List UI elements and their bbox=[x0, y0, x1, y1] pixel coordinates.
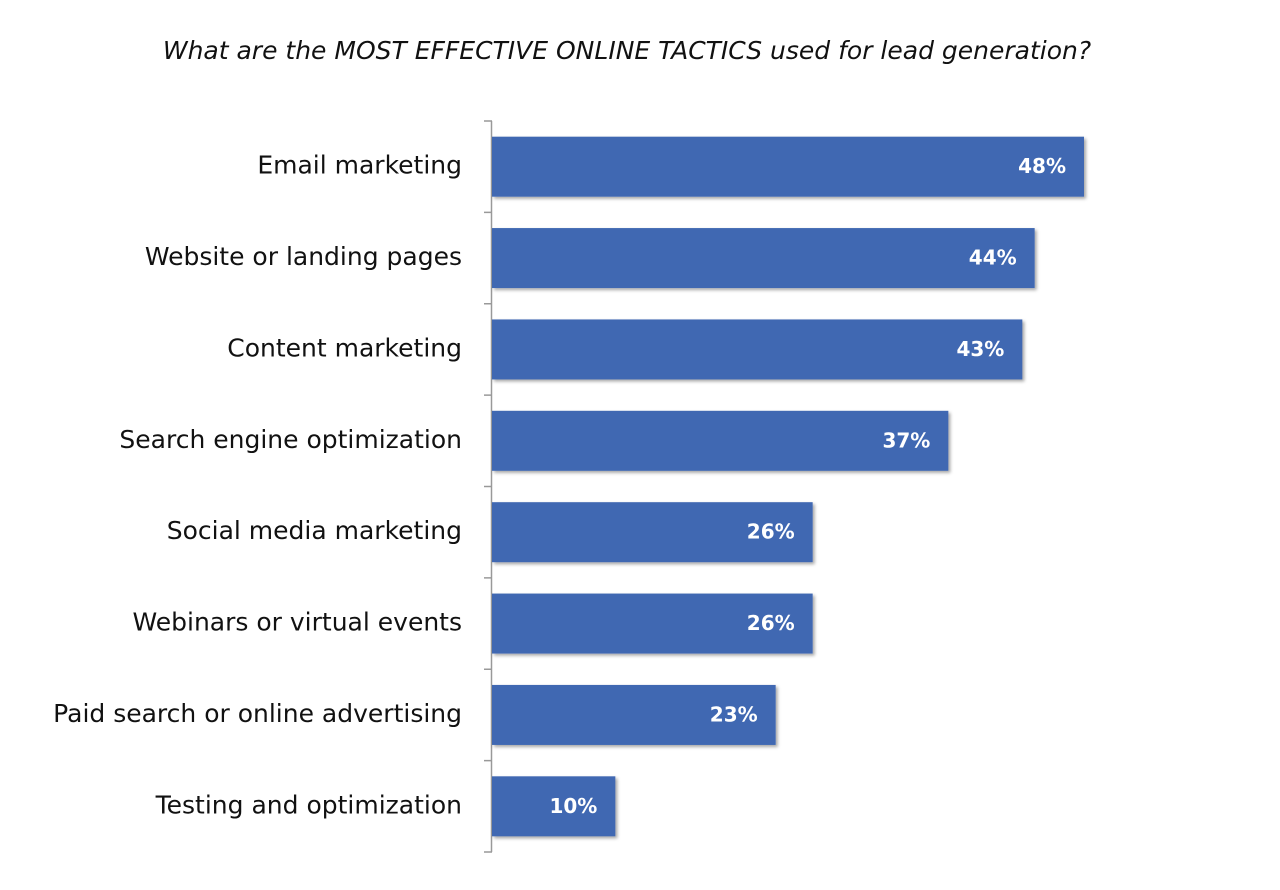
data-label: 26% bbox=[747, 611, 795, 635]
bar bbox=[492, 684, 776, 745]
data-label: 48% bbox=[1018, 154, 1066, 178]
category-label: Webinars or virtual events bbox=[133, 608, 463, 637]
data-label: 37% bbox=[882, 428, 930, 452]
bar bbox=[492, 136, 1084, 197]
bar bbox=[492, 319, 1023, 380]
category-label: Social media marketing bbox=[167, 516, 462, 545]
bar bbox=[492, 593, 813, 654]
bar bbox=[492, 776, 616, 837]
data-label: 23% bbox=[710, 702, 758, 726]
chart-title: What are the MOST EFFECTIVE ONLINE TACTI… bbox=[163, 36, 1091, 65]
category-label: Search engine optimization bbox=[119, 425, 462, 454]
category-label: Content marketing bbox=[227, 333, 462, 362]
category-label: Testing and optimization bbox=[155, 790, 462, 819]
category-label: Email marketing bbox=[257, 151, 462, 180]
bar bbox=[492, 502, 813, 563]
data-label: 10% bbox=[549, 794, 597, 818]
category-label: Paid search or online advertising bbox=[53, 699, 462, 728]
category-label: Website or landing pages bbox=[145, 242, 462, 271]
bar bbox=[492, 228, 1035, 289]
data-label: 26% bbox=[747, 520, 795, 544]
bar bbox=[492, 410, 949, 471]
data-label: 44% bbox=[969, 246, 1017, 270]
data-label: 43% bbox=[956, 337, 1004, 361]
